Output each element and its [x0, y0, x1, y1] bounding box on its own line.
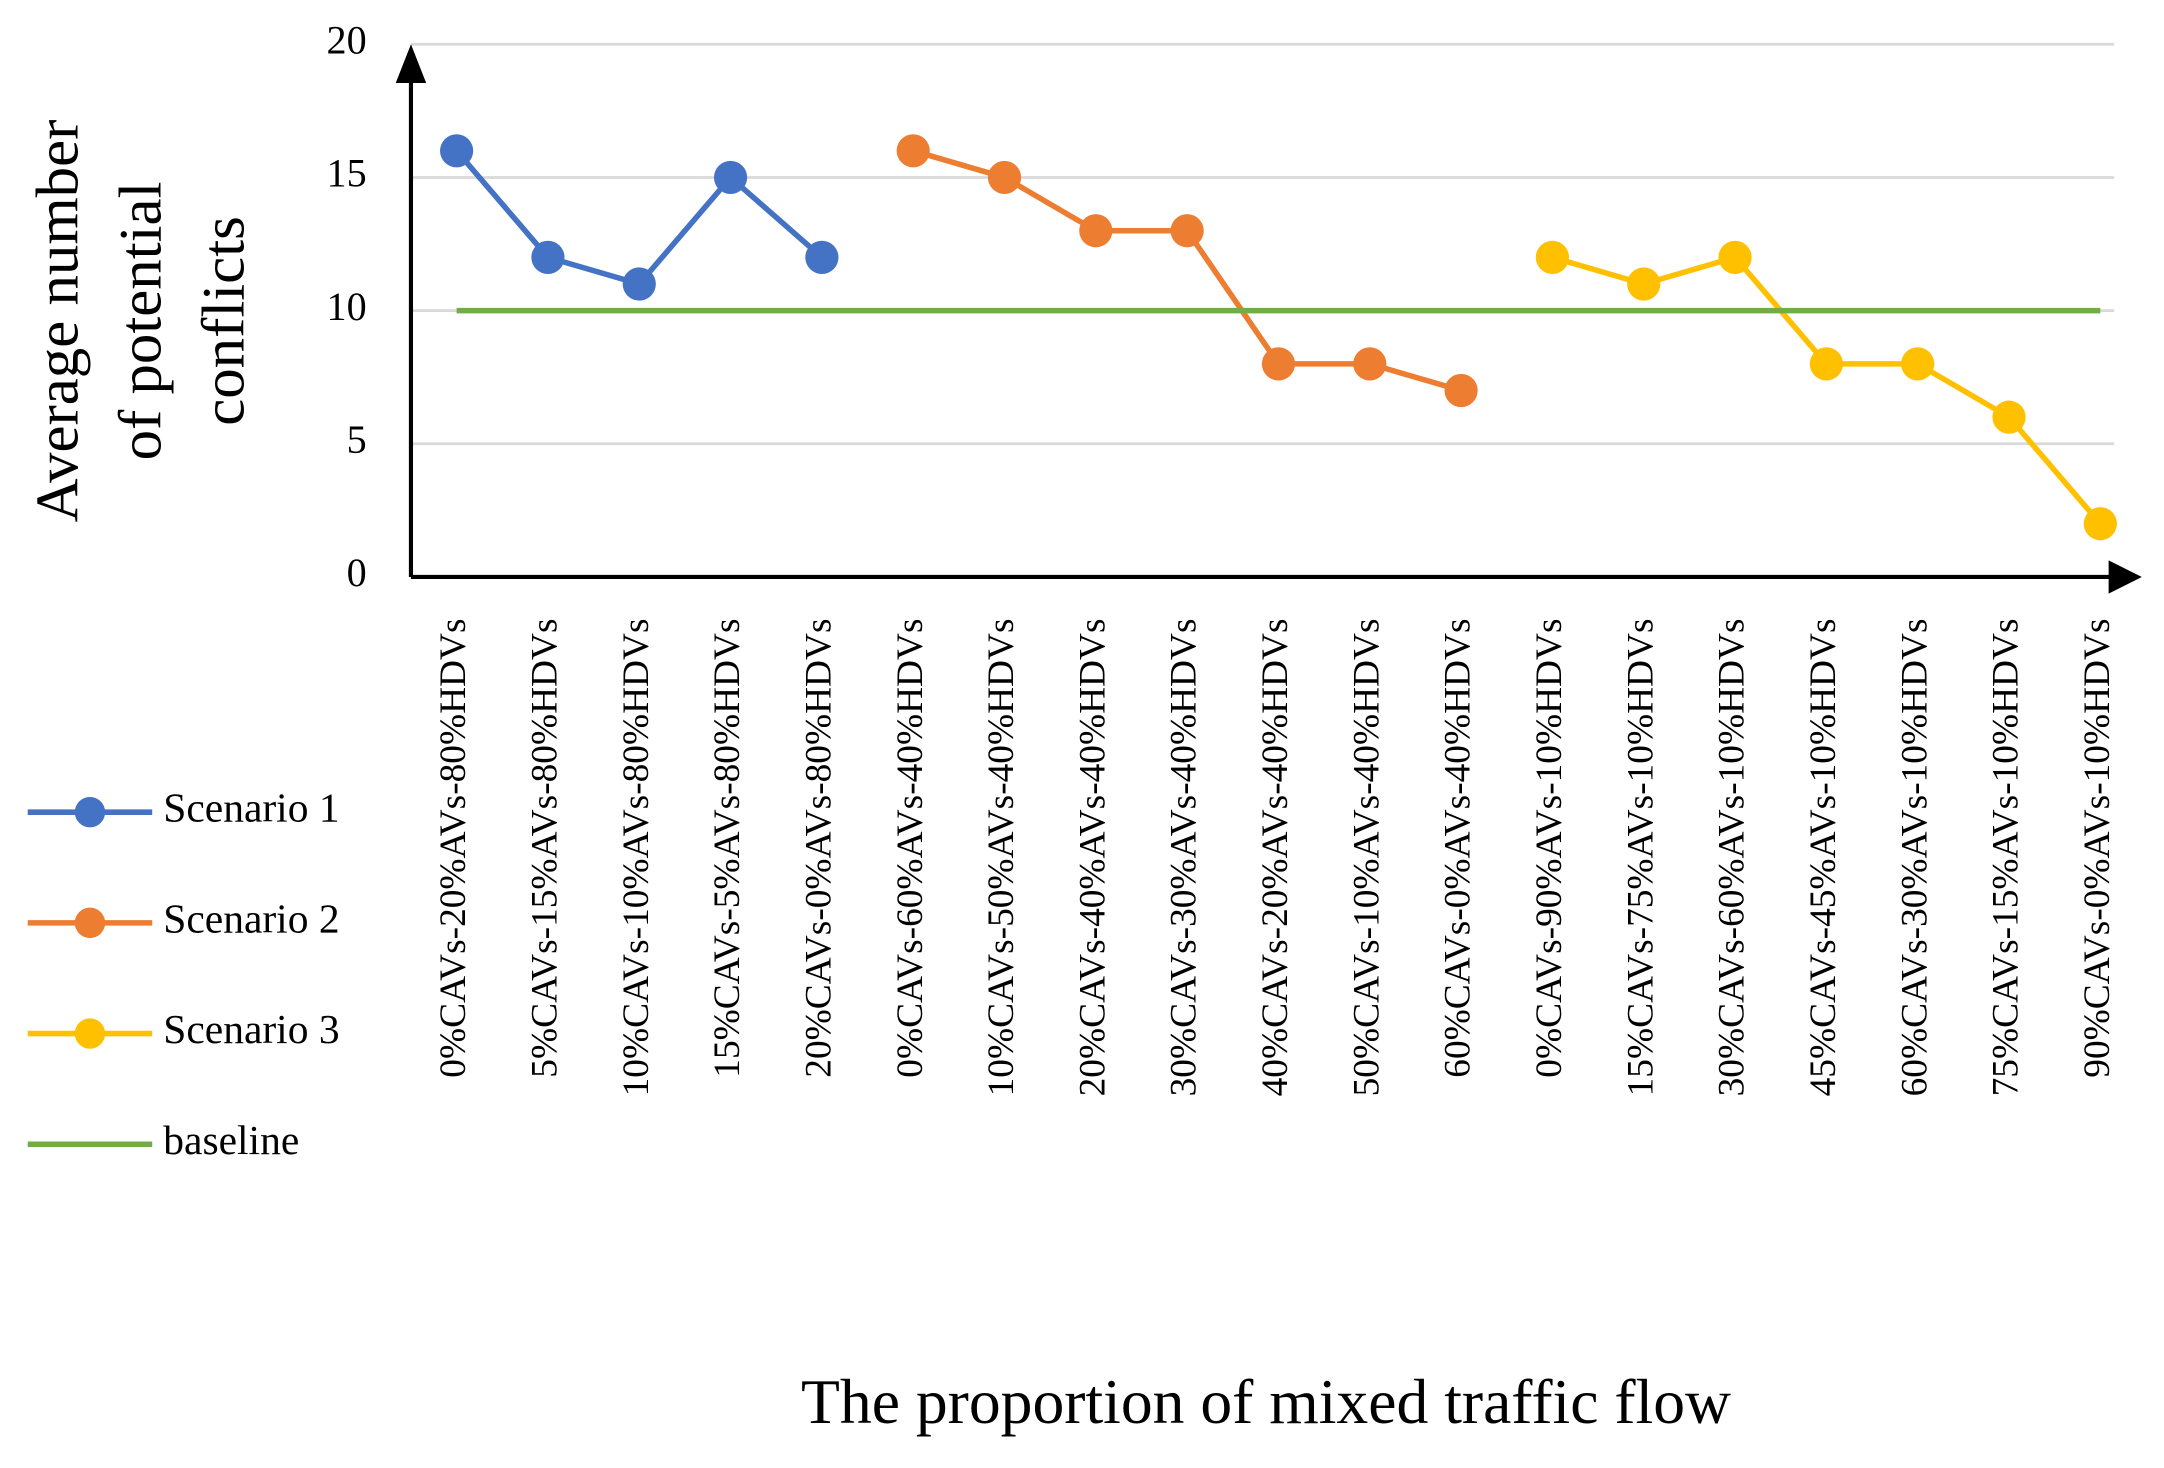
x-tick-label: 50%CAVs-10%AVs-40%HDVs	[1346, 618, 1387, 1096]
x-tick-label: 40%CAVs-20%AVs-40%HDVs	[1255, 618, 1296, 1096]
legend-marker	[74, 907, 106, 939]
legend-label: Scenario 2	[163, 895, 339, 941]
legend-label: Scenario 3	[163, 1006, 339, 1052]
data-point	[1353, 347, 1387, 381]
y-tick-label: 10	[327, 284, 367, 329]
data-point	[440, 134, 474, 168]
data-point	[1535, 240, 1570, 274]
x-axis-arrow	[2108, 560, 2142, 594]
x-tick-label: 10%CAVs-50%AVs-40%HDVs	[981, 618, 1022, 1096]
x-axis-label: The proportion of mixed traffic flow	[801, 1366, 1731, 1437]
data-point	[896, 134, 930, 168]
x-tick-label: 30%CAVs-30%AVs-40%HDVs	[1164, 618, 1205, 1096]
grid	[410, 42, 2115, 446]
x-tick-label: 20%CAVs-0%AVs-80%HDVs	[798, 618, 839, 1077]
x-tick-label: 10%CAVs-10%AVs-80%HDVs	[616, 618, 657, 1096]
data-point	[1809, 347, 1843, 381]
legend-label: baseline	[163, 1117, 299, 1163]
data-point	[1444, 373, 1478, 408]
x-tick-label: 0%CAVs-90%AVs-10%HDVs	[1529, 618, 1570, 1077]
x-tick-label: 15%CAVs-5%AVs-80%HDVs	[707, 618, 748, 1077]
y-tick-label: 0	[347, 550, 367, 595]
data-point	[1170, 214, 1204, 248]
y-axis-label: conflicts	[191, 216, 258, 426]
data-point	[1718, 240, 1752, 274]
data-point	[1901, 347, 1935, 381]
x-tick-label: 60%CAVs-30%AVs-10%HDVs	[1894, 618, 1935, 1096]
y-tick-label: 5	[347, 417, 367, 462]
x-tick-label: 5%CAVs-15%AVs-80%HDVs	[525, 618, 566, 1077]
y-axis-arrow	[395, 44, 427, 84]
x-tick-label: 0%CAVs-20%AVs-80%HDVs	[433, 618, 474, 1077]
x-tick-label: 60%CAVs-0%AVs-40%HDVs	[1438, 618, 1479, 1077]
x-tick-label: 45%CAVs-45%AVs-10%HDVs	[1803, 618, 1844, 1096]
y-axis-label: of potential	[108, 182, 175, 461]
data-point	[1992, 400, 2026, 434]
legend-marker	[74, 796, 106, 828]
data-point	[713, 160, 748, 195]
x-tick-label: 0%CAVs-60%AVs-40%HDVs	[890, 618, 931, 1077]
data-point	[622, 267, 656, 301]
x-tick-label: 15%CAVs-75%AVs-10%HDVs	[1620, 618, 1661, 1096]
legend-marker	[74, 1018, 106, 1049]
x-tick-label: 90%CAVs-0%AVs-10%HDVs	[2077, 618, 2118, 1077]
x-tick-label: 75%CAVs-15%AVs-10%HDVs	[1986, 618, 2027, 1096]
legend-label: Scenario 1	[163, 785, 339, 831]
x-tick-label: 30%CAVs-60%AVs-10%HDVs	[1712, 618, 1753, 1096]
data-point	[531, 240, 565, 274]
data-point	[805, 240, 839, 274]
y-axis-label: Average number	[25, 120, 92, 523]
y-tick-label: 20	[327, 17, 367, 62]
series-line	[454, 149, 824, 287]
data-point	[1627, 267, 1661, 301]
data-point	[1079, 214, 1113, 248]
data-point	[987, 160, 1022, 195]
x-tick-label: 20%CAVs-40%AVs-40%HDVs	[1072, 618, 1113, 1096]
data-point	[2083, 507, 2117, 541]
data-point	[1261, 347, 1296, 381]
y-tick-label: 15	[327, 151, 367, 196]
